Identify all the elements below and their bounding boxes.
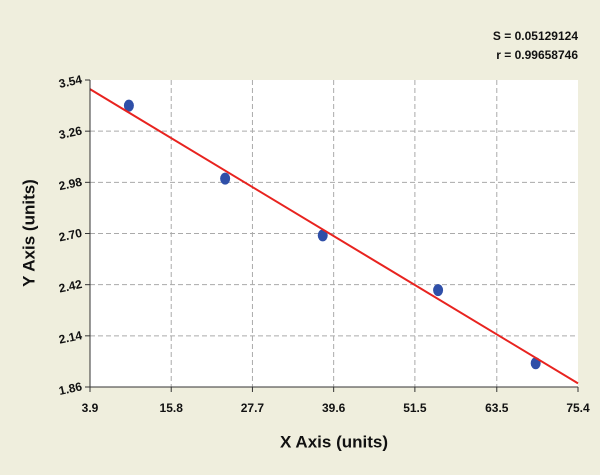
annotation: S = 0.05129124 — [493, 29, 578, 43]
y-tick-label: 2.14 — [58, 328, 84, 347]
y-tick-label: 2.70 — [58, 226, 84, 245]
grid — [90, 80, 578, 387]
marks — [89, 88, 579, 385]
y-tick-label: 3.26 — [58, 123, 84, 142]
y-axis-title: Y Axis (units) — [19, 179, 38, 287]
x-tick-label: 27.7 — [241, 401, 265, 415]
x-tick-label: 15.8 — [160, 401, 184, 415]
y-tick-label: 2.42 — [58, 277, 84, 296]
y-tick-label: 3.54 — [58, 72, 84, 91]
data-point — [123, 99, 134, 112]
x-tick-label: 75.4 — [566, 401, 590, 415]
y-tick-label: 1.86 — [58, 379, 84, 398]
annotation: r = 0.99658746 — [496, 48, 578, 62]
fit-line — [89, 88, 579, 385]
x-tick-label: 63.5 — [485, 401, 509, 415]
data-point — [317, 229, 328, 242]
data-point — [433, 284, 444, 297]
x-tick-label: 3.9 — [82, 401, 99, 415]
x-tick-label: 51.5 — [403, 401, 427, 415]
data-point — [220, 172, 231, 185]
y-tick-label: 2.98 — [58, 175, 84, 194]
x-axis-title: X Axis (units) — [280, 432, 388, 451]
x-tick-label: 39.6 — [322, 401, 346, 415]
